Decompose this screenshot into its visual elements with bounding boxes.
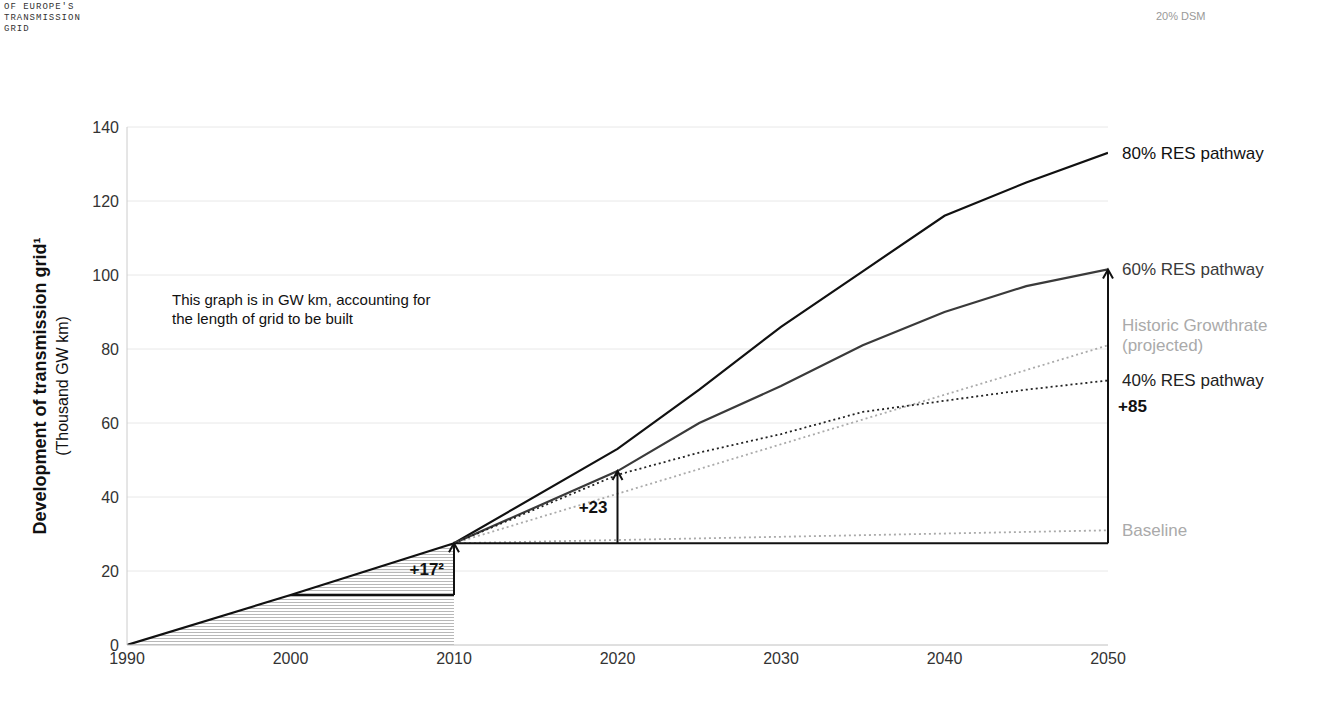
- html-text:OF EUROPE'S TRANSMISSION GRID: OF EUROPE'S TRANSMISSION GRID: [4, 2, 81, 34]
- svg-text:2020: 2020: [600, 650, 636, 667]
- html-text:Development of transmission gr: Development of transmission grid¹: [30, 237, 50, 535]
- svg-text:0: 0: [110, 637, 119, 654]
- svg-text:120: 120: [92, 193, 119, 210]
- svg-text:2000: 2000: [273, 650, 309, 667]
- svg-text:80: 80: [101, 341, 119, 358]
- svg-text:(projected): (projected): [1122, 336, 1203, 355]
- svg-text:+17²: +17²: [410, 560, 445, 579]
- svg-text:140: 140: [92, 119, 119, 136]
- svg-text:2040: 2040: [927, 650, 963, 667]
- svg-text:100: 100: [92, 267, 119, 284]
- svg-text:+85: +85: [1118, 397, 1147, 416]
- svg-text:40% RES pathway: 40% RES pathway: [1122, 371, 1264, 390]
- html-text:(Thousand GW km): (Thousand GW km): [54, 316, 71, 456]
- svg-text:80% RES pathway: 80% RES pathway: [1122, 144, 1264, 163]
- svg-text:1990: 1990: [109, 650, 145, 668]
- svg-text:2010: 2010: [436, 650, 472, 667]
- svg-text:40: 40: [101, 489, 119, 506]
- html-text:This graph is in GW km, accoun: This graph is in GW km, accounting for t…: [172, 291, 431, 327]
- svg-text:2050: 2050: [1090, 650, 1126, 667]
- svg-text:20: 20: [101, 563, 119, 580]
- svg-text:Historic Growthrate: Historic Growthrate: [1122, 316, 1267, 335]
- svg-text:+23: +23: [579, 498, 608, 517]
- html-text:20% DSM: 20% DSM: [1156, 10, 1206, 22]
- svg-text:60: 60: [101, 415, 119, 432]
- svg-text:Baseline: Baseline: [1122, 521, 1187, 540]
- svg-text:60% RES pathway: 60% RES pathway: [1122, 260, 1264, 279]
- svg-text:2030: 2030: [763, 650, 799, 667]
